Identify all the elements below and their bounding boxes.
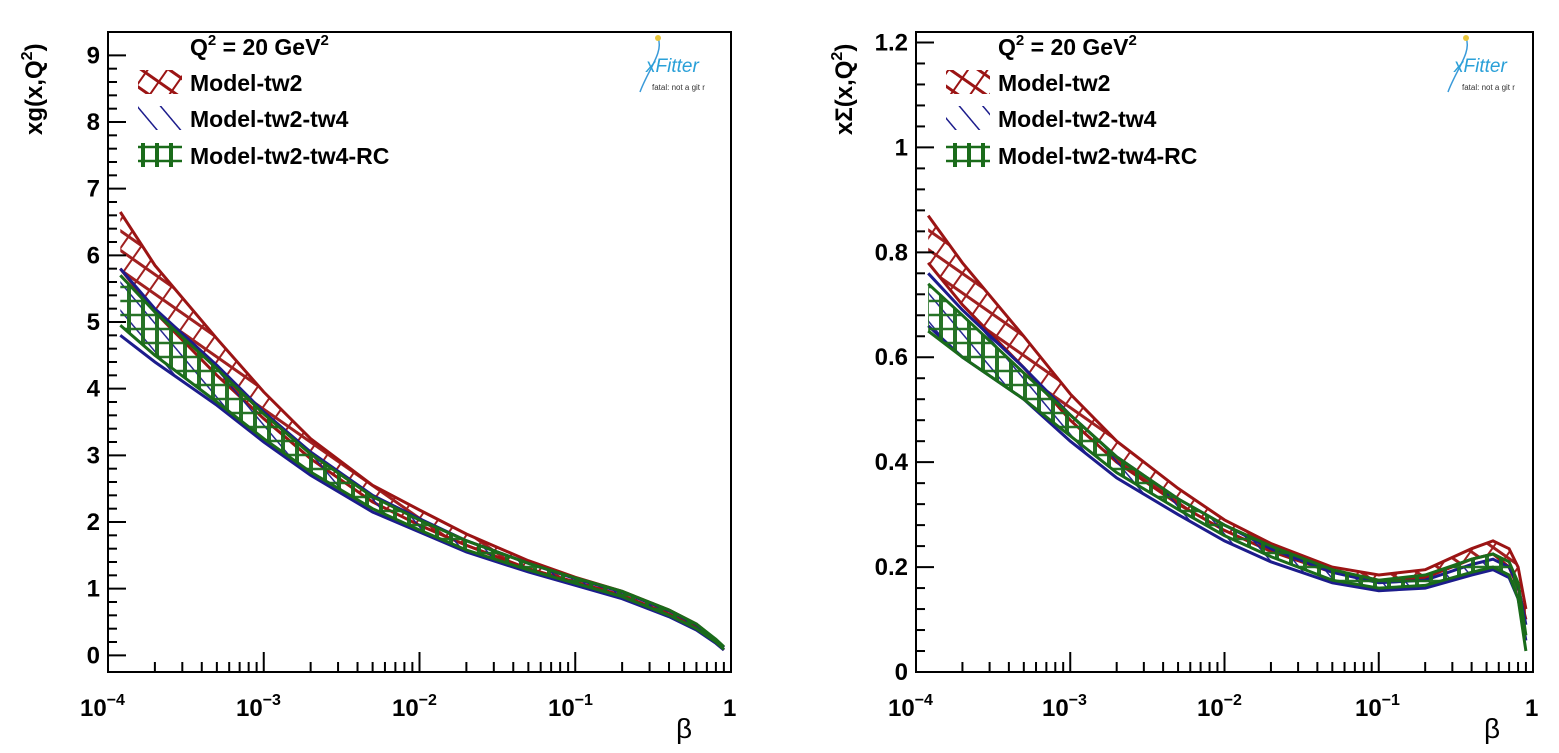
y-tick-label: 7 xyxy=(87,176,100,203)
x-axis-ticks xyxy=(107,652,725,672)
x-tick-label-1e-2: 10−2 xyxy=(1197,692,1242,722)
legend-q2-label: Q2 = 20 GeV2 xyxy=(190,32,329,60)
y-axis-ticks xyxy=(108,54,126,657)
legend-swatch-model-tw2-tw4 xyxy=(138,106,182,130)
legend: Q2 = 20 GeV2 Model-tw2 Model-tw2-tw4 Mod… xyxy=(138,32,389,169)
band-upper-edge-model-tw2-tw4-rc xyxy=(927,282,1528,636)
y-tick-label: 0.2 xyxy=(875,554,908,581)
legend-swatch-model-tw2-tw4-rc xyxy=(138,143,182,167)
series-bands xyxy=(119,211,725,652)
xfitter-logo: xFitter fatal: not a git r xyxy=(639,35,705,93)
legend-label-model-tw2: Model-tw2 xyxy=(190,70,302,96)
logo-swoosh-icon xyxy=(1447,37,1469,93)
y-tick-label: 9 xyxy=(87,42,100,69)
y-tick-labels: 0 0.2 0.4 0.6 0.8 1 1.2 xyxy=(875,29,909,686)
x-axis-ticks xyxy=(915,652,1527,672)
y-tick-label: 4 xyxy=(87,376,101,403)
legend-swatch-model-tw2 xyxy=(138,70,182,94)
band-upper-edge-model-tw2 xyxy=(926,214,1528,610)
logo-caption: fatal: not a git r xyxy=(652,83,705,92)
band-upper-edge-model-tw2-tw4-rc xyxy=(119,274,725,648)
x-tick-labels: 10−4 10−3 10−2 10−1 1 xyxy=(80,692,736,722)
band-model-tw2 xyxy=(120,212,724,650)
legend-label-model-tw2-tw4: Model-tw2-tw4 xyxy=(998,106,1157,132)
logo-swoosh-icon xyxy=(639,37,661,93)
y-tick-label: 8 xyxy=(87,109,100,136)
gluon-panel: 0 1 2 3 4 5 6 7 8 9 10−4 10−3 10−2 10−1 1 β xg(x,… xyxy=(19,31,736,744)
y-tick-label: 0.6 xyxy=(875,344,908,371)
band-upper-edge-model-tw2 xyxy=(119,211,725,649)
x-tick-label-1: 1 xyxy=(723,695,736,722)
band-lower-edge-model-tw2-tw4 xyxy=(927,324,1528,641)
y-tick-label: 1 xyxy=(895,134,908,161)
x-tick-label-1e-3: 10−3 xyxy=(1042,692,1087,722)
y-axis-title: xg(x,Q2) xyxy=(19,43,48,135)
y-tick-labels: 0 1 2 3 4 5 6 7 8 9 xyxy=(87,42,101,669)
y-tick-label: 6 xyxy=(87,242,100,269)
x-tick-labels: 10−4 10−3 10−2 10−1 1 xyxy=(888,692,1538,722)
band-lower-edge-model-tw2 xyxy=(119,267,725,652)
x-tick-label-1e-2: 10−2 xyxy=(392,692,437,722)
legend-label-model-tw2-tw4: Model-tw2-tw4 xyxy=(190,106,349,132)
x-tick-label-1e-4: 10−4 xyxy=(888,692,933,722)
x-tick-label-1: 1 xyxy=(1525,695,1538,722)
x-tick-label-1e-1: 10−1 xyxy=(548,692,593,722)
x-axis-title: β xyxy=(1484,713,1500,744)
y-tick-label: 2 xyxy=(87,509,100,536)
logo-text: xFitter xyxy=(645,56,699,77)
logo-text: xFitter xyxy=(1453,56,1507,77)
series-bands xyxy=(926,214,1528,652)
y-axis-ticks xyxy=(916,41,934,673)
band-model-tw2 xyxy=(928,215,1526,620)
logo-caption: fatal: not a git r xyxy=(1462,83,1515,92)
legend-swatch-model-tw2 xyxy=(946,70,990,94)
legend-label-model-tw2-tw4-rc: Model-tw2-tw4-RC xyxy=(190,143,389,169)
y-tick-label: 5 xyxy=(87,309,100,336)
legend: Q2 = 20 GeV2 Model-tw2 Model-tw2-tw4 Mod… xyxy=(946,32,1197,169)
band-lower-edge-model-tw2-tw4-rc xyxy=(119,324,725,651)
x-axis-title: β xyxy=(676,713,692,744)
y-tick-label: 0.4 xyxy=(875,449,909,476)
y-tick-label: 0.8 xyxy=(875,239,908,266)
band-upper-edge-model-tw2-tw4 xyxy=(119,267,725,649)
xfitter-logo: xFitter fatal: not a git r xyxy=(1447,35,1515,93)
band-lower-edge-model-tw2-tw4-rc xyxy=(927,329,1528,652)
legend-q2-label: Q2 = 20 GeV2 xyxy=(998,32,1137,60)
singlet-panel: 00.20.40.60.811.2 10−4 10−3 10−2 10−1 1 … xyxy=(829,29,1538,744)
y-axis-title: xΣ(x,Q2) xyxy=(829,44,858,135)
legend-swatch-model-tw2-tw4-rc xyxy=(946,143,990,167)
legend-label-model-tw2: Model-tw2 xyxy=(998,70,1110,96)
x-tick-label-1e-3: 10−3 xyxy=(236,692,281,722)
y-tick-label: 1 xyxy=(87,576,100,603)
legend-label-model-tw2-tw4-rc: Model-tw2-tw4-RC xyxy=(998,143,1197,169)
y-tick-label: 3 xyxy=(87,442,100,469)
legend-swatch-model-tw2-tw4 xyxy=(946,106,990,130)
x-tick-label-1e-4: 10−4 xyxy=(80,692,125,722)
y-tick-label: 1.2 xyxy=(875,29,908,56)
x-tick-label-1e-1: 10−1 xyxy=(1355,692,1400,722)
band-model-tw2-tw4 xyxy=(120,268,724,650)
y-tick-label: 0 xyxy=(87,642,100,669)
logo-dot-icon xyxy=(1463,35,1469,41)
y-tick-label: 0 xyxy=(895,659,908,686)
logo-dot-icon xyxy=(655,35,661,41)
